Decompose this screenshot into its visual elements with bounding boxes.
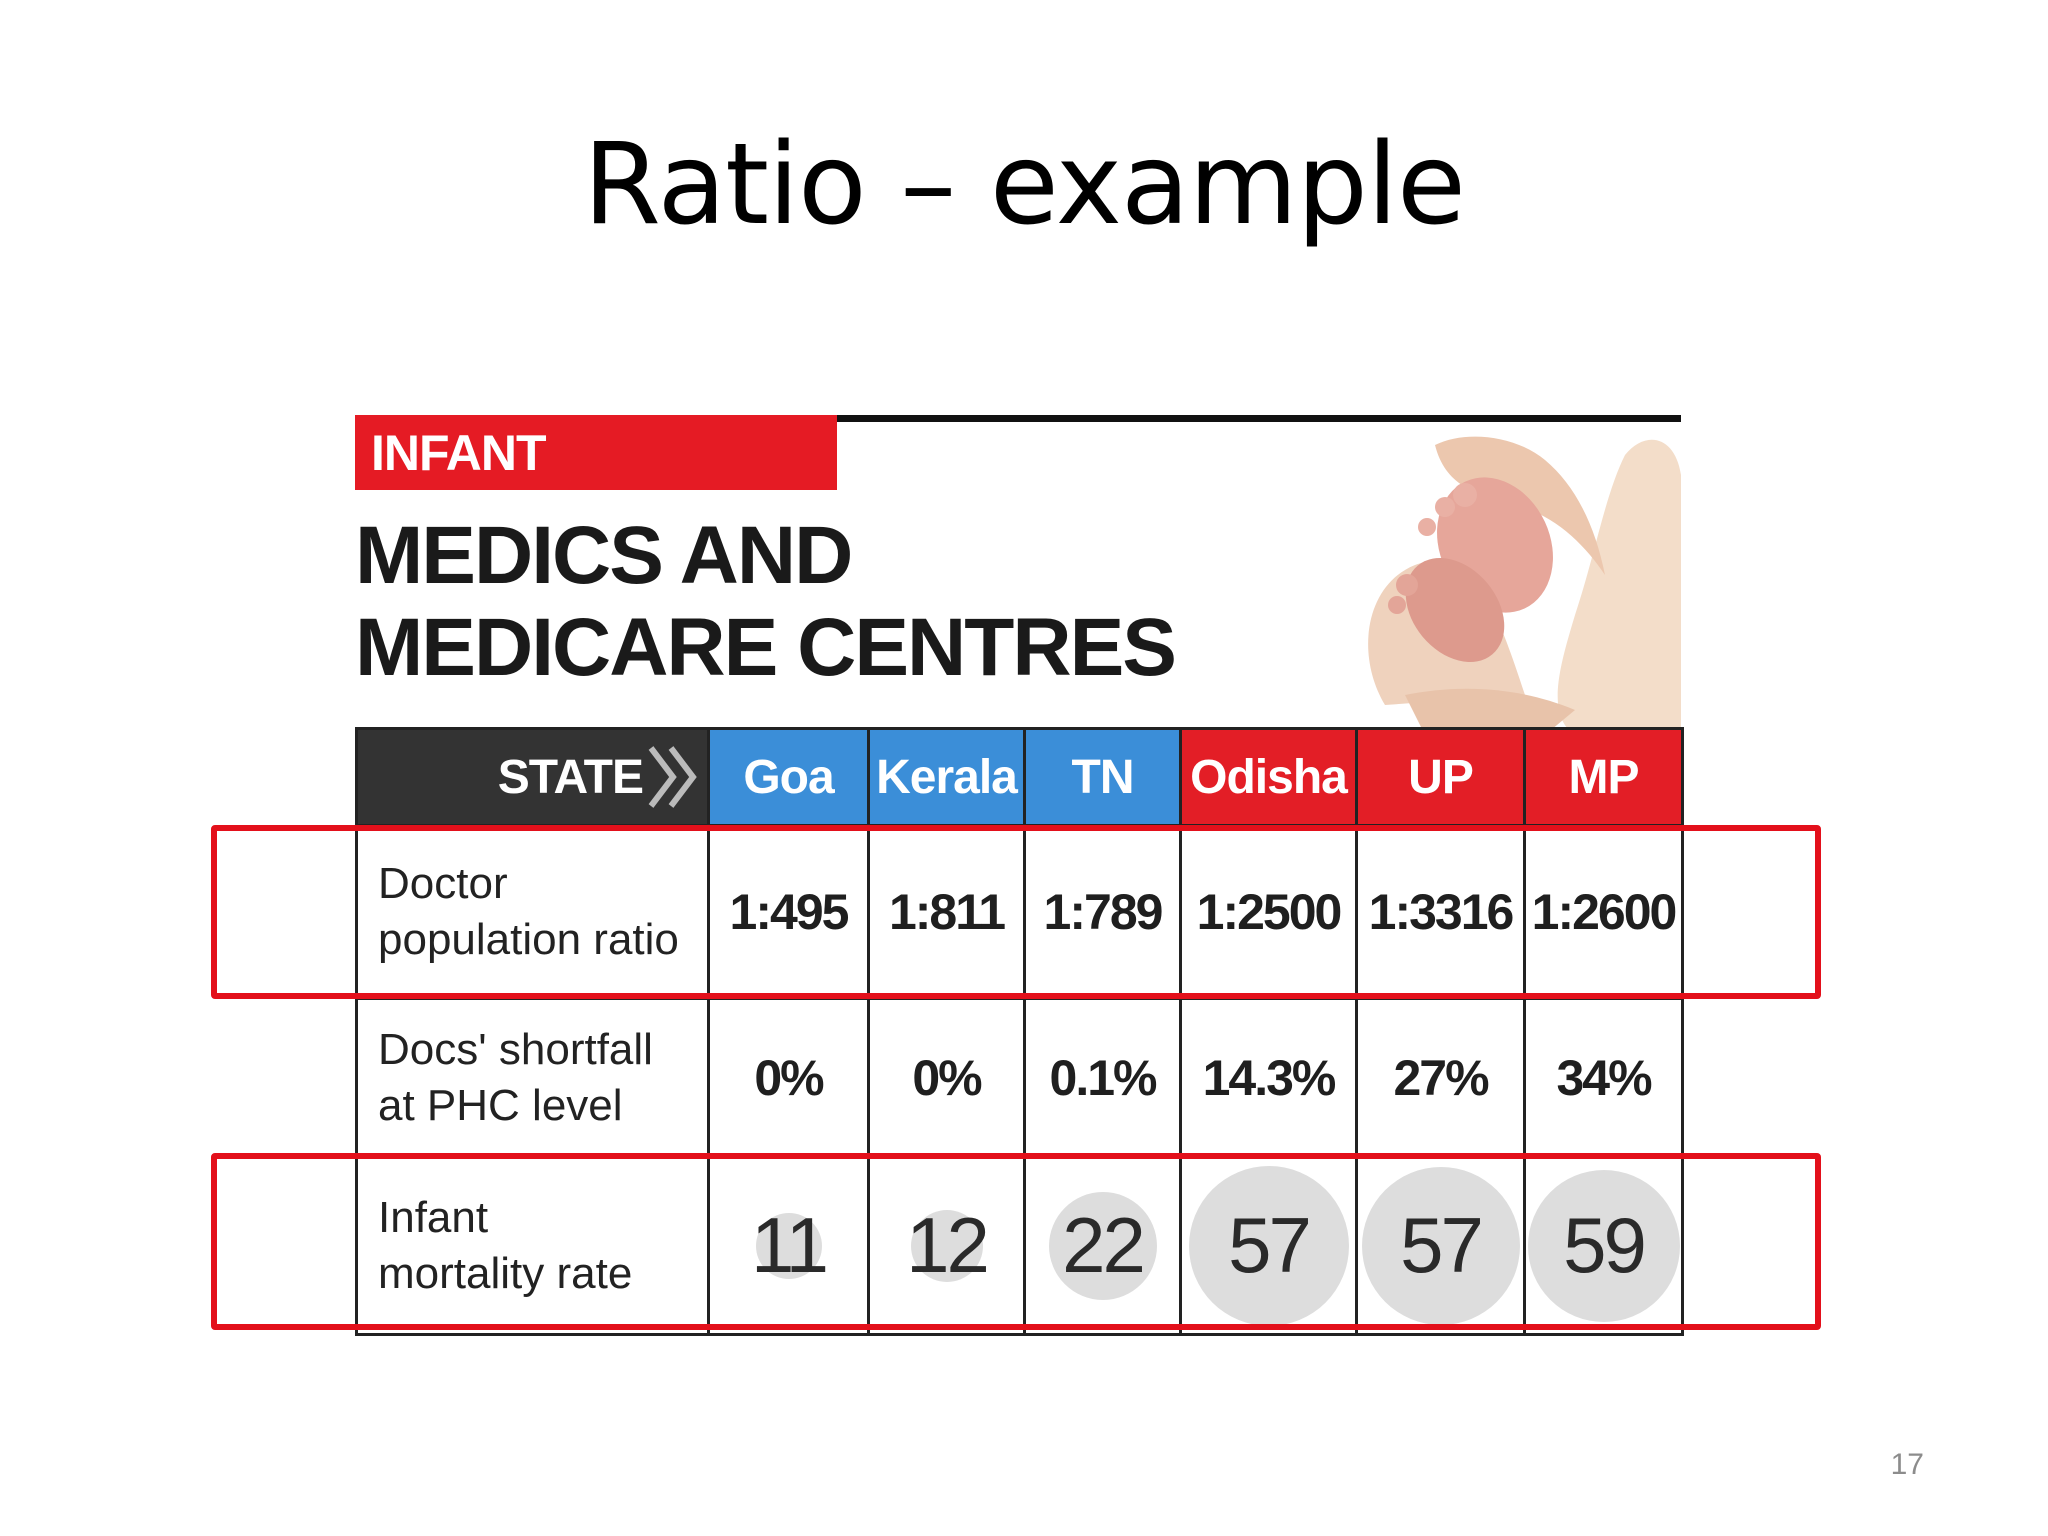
imr-value: 22 bbox=[1062, 1201, 1146, 1289]
data-table: STATE Goa Kerala TN Odisha UP MP Doctor … bbox=[355, 727, 1684, 1336]
table-cell: 0% bbox=[867, 997, 1026, 1158]
table-row-docs-shortfall: Docs' shortfall at PHC level 0% 0% 0.1% … bbox=[355, 997, 1684, 1158]
state-header-up: UP bbox=[1355, 727, 1526, 827]
table-cell: 27% bbox=[1355, 997, 1526, 1158]
table-cell: 0.1% bbox=[1023, 997, 1182, 1158]
table-cell: 0% bbox=[707, 997, 870, 1158]
table-cell: 1:495 bbox=[707, 824, 870, 1000]
table-row-doctor-population-ratio: Doctor population ratio 1:495 1:811 1:78… bbox=[355, 824, 1684, 1000]
headline-line-2: MEDICARE CENTRES bbox=[355, 602, 1177, 693]
headline-line-1: MEDICS AND bbox=[355, 510, 853, 601]
header-row: STATE Goa Kerala TN Odisha UP MP bbox=[355, 727, 1684, 827]
row-label-line-2: mortality rate bbox=[378, 1248, 633, 1298]
table-cell: 14.3% bbox=[1179, 997, 1358, 1158]
imr-cell: 57 bbox=[1179, 1155, 1358, 1336]
row-label-line-2: population ratio bbox=[378, 915, 679, 964]
row-label-line-1: Infant bbox=[378, 1192, 489, 1242]
highlight-box-infant-mortality bbox=[211, 1153, 1821, 1330]
state-header-kerala: Kerala bbox=[867, 727, 1026, 827]
imr-cell: 22 bbox=[1023, 1155, 1182, 1336]
top-rule bbox=[835, 415, 1681, 422]
imr-cell: 59 bbox=[1523, 1155, 1684, 1336]
kicker-label: INFANT MORTALITY bbox=[355, 415, 837, 557]
imr-value: 57 bbox=[1400, 1201, 1484, 1289]
slide-number: 17 bbox=[1890, 1448, 1924, 1481]
imr-circle bbox=[1527, 1169, 1680, 1322]
imr-value: 11 bbox=[751, 1201, 829, 1289]
row-label-line-2: at PHC level bbox=[378, 1080, 623, 1130]
state-header: STATE bbox=[355, 727, 710, 827]
imr-cell: 11 bbox=[707, 1155, 870, 1336]
imr-circle bbox=[755, 1212, 822, 1279]
table-cell: 34% bbox=[1523, 997, 1684, 1158]
hands-holding-baby-feet-image bbox=[1368, 436, 1681, 735]
table-cell: 1:811 bbox=[867, 824, 1026, 1000]
state-header-tn: TN bbox=[1023, 727, 1182, 827]
imr-value: 12 bbox=[906, 1201, 990, 1289]
infographic: INFANT MORTALITY MEDICS AND MEDICARE CEN… bbox=[355, 415, 1684, 1340]
double-chevron-icon bbox=[648, 746, 697, 808]
imr-cell: 12 bbox=[867, 1155, 1026, 1336]
table-cell: 1:2500 bbox=[1179, 824, 1358, 1000]
row-label-line-1: Docs' shortfall bbox=[378, 1024, 653, 1074]
imr-circle bbox=[1048, 1191, 1157, 1300]
slide-title: Ratio – example bbox=[583, 120, 1466, 250]
row-label: Docs' shortfall at PHC level bbox=[355, 997, 710, 1158]
imr-circle bbox=[1361, 1166, 1520, 1325]
state-header-odisha: Odisha bbox=[1179, 727, 1358, 827]
row-label: Infant mortality rate bbox=[355, 1155, 710, 1336]
imr-value: 59 bbox=[1563, 1201, 1647, 1289]
state-header-mp: MP bbox=[1523, 727, 1684, 827]
imr-value: 57 bbox=[1228, 1201, 1312, 1289]
state-label: STATE bbox=[497, 750, 644, 804]
row-label-line-1: Doctor bbox=[378, 859, 508, 908]
headline: MEDICS AND MEDICARE CENTRES bbox=[355, 510, 1177, 694]
table-cell: 1:789 bbox=[1023, 824, 1182, 1000]
table-cell: 1:2600 bbox=[1523, 824, 1684, 1000]
table-row-infant-mortality-rate: Infant mortality rate 11 12 22 57 57 59 bbox=[355, 1155, 1684, 1336]
highlight-box-doctor-ratio bbox=[211, 825, 1821, 999]
imr-circle bbox=[1188, 1165, 1349, 1326]
table-cell: 1:3316 bbox=[1355, 824, 1526, 1000]
imr-circle bbox=[910, 1209, 983, 1282]
state-header-goa: Goa bbox=[707, 727, 870, 827]
